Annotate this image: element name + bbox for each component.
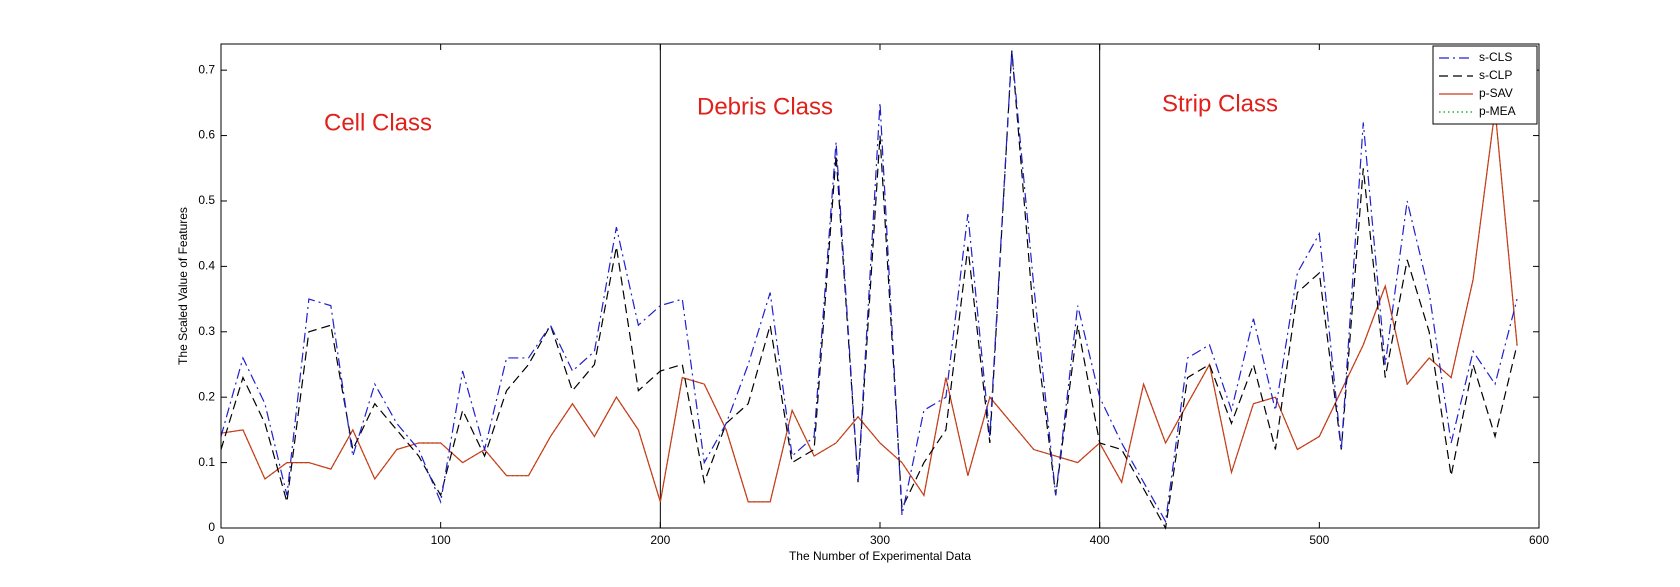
y-tick-label: 0.4	[198, 259, 215, 273]
series-line	[220, 50, 1518, 530]
y-tick-label: 0.7	[198, 62, 215, 76]
legend-label: p-MEA	[1479, 104, 1516, 118]
x-tick-label: 100	[431, 533, 451, 547]
class-label: Debris Class	[697, 93, 833, 120]
legend-label: p-SAV	[1479, 86, 1513, 100]
x-tick-label: 600	[1529, 533, 1549, 547]
series-line	[220, 50, 1518, 524]
series-line	[220, 109, 1518, 503]
class-label: Cell Class	[324, 109, 432, 136]
y-axis-label: The Scaled Value of Features	[176, 207, 190, 365]
plot-area	[221, 44, 1539, 528]
y-tick-label: 0.6	[198, 128, 215, 142]
legend-label: s-CLP	[1479, 68, 1512, 82]
legend-label: s-CLS	[1479, 50, 1512, 64]
y-tick-label: 0.1	[198, 455, 215, 469]
legend-box	[1432, 45, 1538, 125]
x-tick-label: 500	[1309, 533, 1329, 547]
class-label: Strip Class	[1162, 90, 1278, 117]
y-tick-label: 0.5	[198, 193, 215, 207]
y-tick-label: 0.2	[198, 389, 215, 403]
x-tick-label: 400	[1090, 533, 1110, 547]
x-axis-label: The Number of Experimental Data	[789, 549, 971, 563]
y-tick-label: 0	[208, 520, 215, 534]
x-tick-label: 0	[218, 533, 225, 547]
axes-box	[220, 43, 1540, 529]
x-tick-label: 300	[870, 533, 890, 547]
y-tick-label: 0.3	[198, 324, 215, 338]
x-tick-label: 200	[650, 533, 670, 547]
